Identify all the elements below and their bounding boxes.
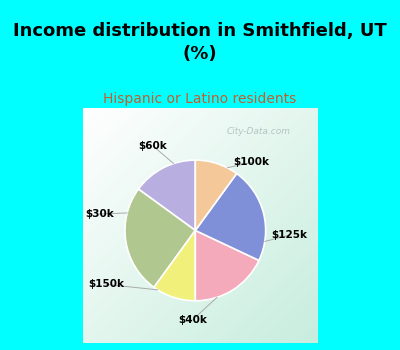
Wedge shape — [195, 230, 259, 301]
Wedge shape — [138, 160, 195, 230]
Text: $40k: $40k — [178, 315, 208, 324]
Wedge shape — [195, 174, 266, 260]
Text: $125k: $125k — [271, 230, 307, 240]
Text: Hispanic or Latino residents: Hispanic or Latino residents — [103, 92, 297, 106]
Text: $100k: $100k — [234, 158, 270, 167]
Text: $60k: $60k — [139, 141, 168, 151]
Wedge shape — [154, 230, 195, 301]
Wedge shape — [195, 160, 237, 230]
Text: City-Data.com: City-Data.com — [227, 127, 291, 136]
Text: $150k: $150k — [88, 279, 124, 289]
Text: $30k: $30k — [85, 209, 114, 219]
Text: Income distribution in Smithfield, UT
(%): Income distribution in Smithfield, UT (%… — [13, 22, 387, 63]
Wedge shape — [125, 189, 195, 287]
